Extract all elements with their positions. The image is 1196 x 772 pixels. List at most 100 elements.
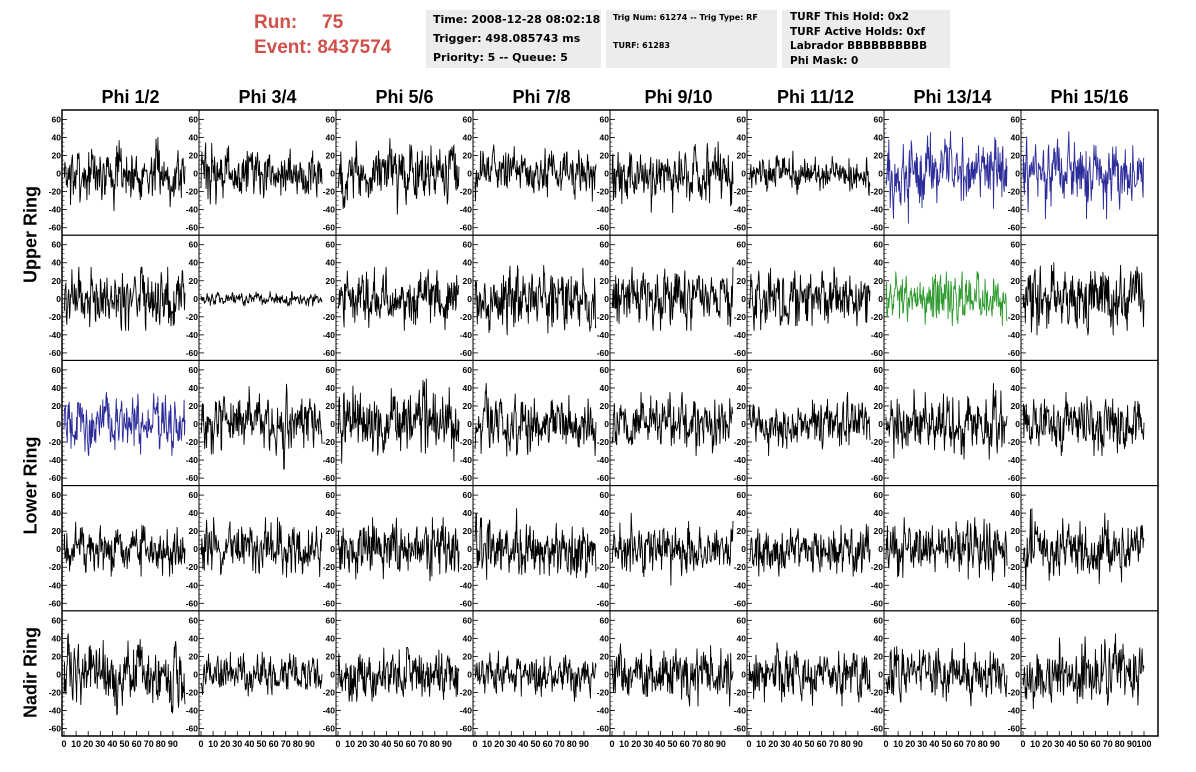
waveform-panel: -60 -40 -20 0 20 40 60 xyxy=(49,109,200,236)
y-tick-label: 20 xyxy=(600,401,610,411)
y-tick-label: -40 xyxy=(186,330,199,340)
y-tick-label: -60 xyxy=(734,223,747,233)
y-tick-label: -20 xyxy=(597,687,610,697)
y-tick-label: 60 xyxy=(463,615,473,625)
x-tick-label: 70 xyxy=(966,739,976,749)
trigger-text: Trigger: 498.085743 ms xyxy=(433,32,581,45)
waveform-panel: -60 -40 -20 0 20 40 60 xyxy=(597,610,748,737)
x-tick-label: 0 xyxy=(61,739,66,749)
y-tick-label: 60 xyxy=(737,365,747,375)
y-tick-label: 20 xyxy=(600,276,610,286)
y-tick-label: 60 xyxy=(189,365,199,375)
y-tick-label: -60 xyxy=(323,473,336,483)
y-tick-label: -20 xyxy=(49,187,62,197)
y-tick-label: -60 xyxy=(49,723,62,733)
x-tick-label: 60 xyxy=(954,739,964,749)
y-tick-label: -60 xyxy=(1008,723,1021,733)
x-tick-label: 90 xyxy=(990,739,1000,749)
y-tick-label: 20 xyxy=(1011,276,1021,286)
y-tick-label: 40 xyxy=(737,508,747,518)
column-header: Phi 3/4 xyxy=(238,87,297,107)
waveform-panel: -60 -40 -20 0 20 40 60 xyxy=(323,359,474,487)
waveform-panel: -60 -40 -20 0 20 40 60 xyxy=(186,485,337,612)
waveform-panel: -60 -40 -20 0 20 40 60 xyxy=(186,610,337,737)
y-tick-label: -20 xyxy=(460,187,473,197)
y-tick-label: -20 xyxy=(460,437,473,447)
y-tick-label: -60 xyxy=(460,598,473,608)
y-tick-label: 20 xyxy=(326,151,336,161)
x-tick-label: 30 xyxy=(1054,739,1064,749)
waveform-trace xyxy=(474,382,597,457)
y-tick-label: 20 xyxy=(52,526,62,536)
event-value: 8437574 xyxy=(317,37,392,58)
waveform-panel: -60 -40 -20 0 20 40 60 xyxy=(1008,610,1159,737)
turf-text: TURF: 61283 xyxy=(613,41,670,50)
y-tick-label: -20 xyxy=(460,562,473,572)
y-tick-label: -40 xyxy=(49,455,62,465)
y-tick-label: 60 xyxy=(463,240,473,250)
y-tick-label: 40 xyxy=(874,508,884,518)
x-tick-label: 70 xyxy=(1103,739,1113,749)
x-tick-label: 80 xyxy=(1115,739,1125,749)
y-tick-label: 40 xyxy=(189,383,199,393)
y-tick-label: -60 xyxy=(460,223,473,233)
y-tick-label: 40 xyxy=(600,633,610,643)
x-tick-label: 80 xyxy=(704,739,714,749)
y-tick-label: -20 xyxy=(871,312,884,322)
x-tick-label: 30 xyxy=(506,739,516,749)
waveform-trace xyxy=(748,523,871,577)
y-tick-label: 40 xyxy=(1011,633,1021,643)
y-tick-label: 40 xyxy=(874,133,884,143)
y-tick-label: -40 xyxy=(871,205,884,215)
y-tick-label: 60 xyxy=(1011,615,1021,625)
waveform-panel: -60 -40 -20 0 20 40 60 xyxy=(1008,485,1159,612)
y-tick-label: -60 xyxy=(49,473,62,483)
y-tick-label: 0 xyxy=(878,169,883,179)
x-tick-label: 20 xyxy=(1042,739,1052,749)
y-tick-label: 40 xyxy=(52,508,62,518)
y-tick-label: 0 xyxy=(878,669,883,679)
y-tick-label: 0 xyxy=(741,169,746,179)
y-tick-label: 40 xyxy=(326,383,336,393)
y-tick-label: -40 xyxy=(49,205,62,215)
y-tick-label: 40 xyxy=(463,133,473,143)
y-tick-label: -20 xyxy=(49,687,62,697)
y-tick-label: 60 xyxy=(326,115,336,125)
y-tick-label: -20 xyxy=(597,312,610,322)
x-tick-label: 10 xyxy=(756,739,766,749)
y-tick-label: 60 xyxy=(189,490,199,500)
waveform-trace xyxy=(885,130,1008,224)
y-tick-label: -20 xyxy=(871,562,884,572)
y-tick-label: -60 xyxy=(186,598,199,608)
y-tick-label: 60 xyxy=(874,490,884,500)
x-tick-label: 100 xyxy=(1136,739,1151,749)
x-tick-label: 60 xyxy=(543,739,553,749)
y-tick-label: 60 xyxy=(326,490,336,500)
column-header: Phi 7/8 xyxy=(512,87,571,107)
y-tick-label: 60 xyxy=(1011,490,1021,500)
y-tick-label: -40 xyxy=(1008,205,1021,215)
y-tick-label: -40 xyxy=(871,580,884,590)
y-tick-label: 0 xyxy=(741,544,746,554)
waveform-panel: -60 -40 -20 0 20 40 60 xyxy=(1008,234,1159,361)
y-tick-label: -20 xyxy=(1008,187,1021,197)
waveform-trace xyxy=(1022,508,1145,591)
y-tick-label: 0 xyxy=(741,294,746,304)
waveform-trace xyxy=(200,517,323,578)
y-tick-label: -60 xyxy=(597,348,610,358)
y-tick-label: 0 xyxy=(604,294,609,304)
x-tick-label: 90 xyxy=(168,739,178,749)
y-tick-label: 40 xyxy=(52,383,62,393)
y-tick-label: -20 xyxy=(871,687,884,697)
y-tick-label: 0 xyxy=(56,669,61,679)
y-tick-label: 40 xyxy=(189,633,199,643)
y-tick-label: -60 xyxy=(1008,473,1021,483)
y-tick-label: 60 xyxy=(1011,365,1021,375)
y-tick-label: 20 xyxy=(52,276,62,286)
y-tick-label: 40 xyxy=(326,508,336,518)
waveform-panel: -60 -40 -20 0 20 40 60 xyxy=(1008,109,1159,236)
waveform-trace xyxy=(611,141,734,214)
y-tick-label: -40 xyxy=(1008,580,1021,590)
y-tick-label: 40 xyxy=(52,133,62,143)
y-tick-label: -60 xyxy=(734,598,747,608)
